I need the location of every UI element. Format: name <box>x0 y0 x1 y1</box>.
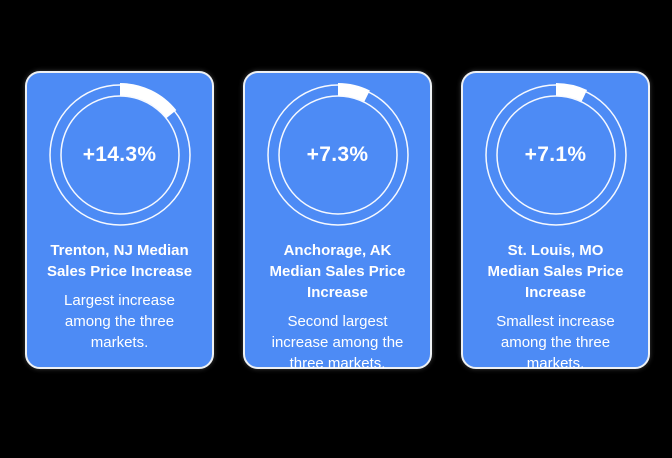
donut-chart-anchorage: +7.3% <box>263 80 413 230</box>
card-title: Anchorage, AK Median Sales Price Increas… <box>269 242 406 301</box>
donut-gauge-icon <box>266 83 409 226</box>
donut-inner-ring <box>277 95 398 215</box>
card-description: Largest increase among the three markets… <box>64 292 175 351</box>
donut-inner-ring <box>495 95 616 215</box>
donut-progress-arc <box>555 83 587 102</box>
market-card-stlouis: +7.1% St. Louis, MO Median Sales Price I… <box>461 71 650 372</box>
percent-label: +14.3% <box>82 143 157 166</box>
card-title: Trenton, NJ Median Sales Price Increase <box>46 242 193 280</box>
donut-outer-ring <box>48 84 191 226</box>
donut-outer-ring <box>266 84 409 226</box>
donut-gauge-icon <box>484 83 627 226</box>
donut-progress-arc <box>337 83 370 102</box>
market-card-anchorage: +7.3% Anchorage, AK Median Sales Price I… <box>243 71 432 372</box>
donut-gauge-icon <box>48 83 191 226</box>
card-description: Smallest increase among the three market… <box>496 313 615 372</box>
card-title: St. Louis, MO Median Sales Price Increas… <box>487 242 624 301</box>
cards-row: +14.3% Trenton, NJ Median Sales Price In… <box>25 71 650 372</box>
card-description: Second largest increase among the three … <box>271 313 404 372</box>
donut-chart-stlouis: +7.1% <box>481 80 631 230</box>
donut-chart-trenton: +14.3% <box>45 80 195 230</box>
market-card-trenton: +14.3% Trenton, NJ Median Sales Price In… <box>25 71 214 369</box>
percent-label: +7.3% <box>306 143 369 166</box>
percent-label: +7.1% <box>524 143 587 166</box>
donut-progress-arc <box>119 83 176 119</box>
donut-inner-ring <box>59 95 180 215</box>
